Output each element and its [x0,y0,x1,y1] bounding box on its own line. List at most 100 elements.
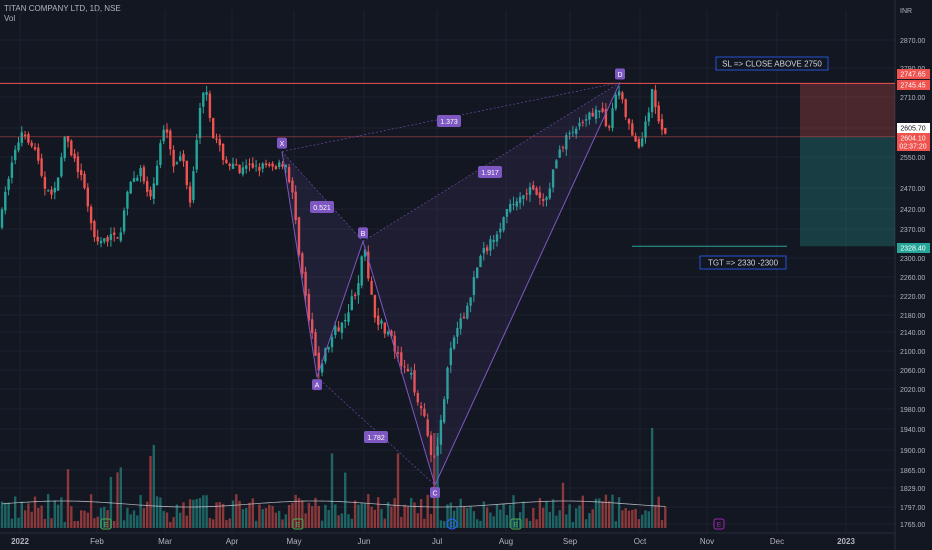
volume-bar [215,502,218,528]
candle-body [96,236,99,242]
volume-bar [14,496,17,528]
candle-body [360,256,363,286]
volume-bar [122,520,126,528]
candle-body [291,180,294,193]
candle-body [370,280,373,295]
candle-body [198,107,202,139]
volume-bar [522,501,525,528]
volume-bar [654,504,657,528]
candle-body [512,203,515,205]
candle-body [261,163,264,169]
volume-bar [545,501,548,528]
candle-body [344,319,347,322]
candle-body [10,162,14,178]
event-marker-box [446,518,458,530]
pattern-ratio-box [364,431,388,443]
candle-body [423,408,426,417]
volume-bar [634,508,637,528]
candle-body [103,238,106,242]
volume-bar [284,514,287,528]
candle-body [235,164,238,166]
candle-body [390,330,393,337]
volume-bar [489,512,492,528]
candle-body [416,393,419,403]
candle-body [393,335,396,352]
volume-bar [278,510,281,528]
candle-body [146,181,149,192]
volume-bar [47,494,50,528]
y-tick-label: 2420.00 [900,207,925,214]
candle-body [251,163,254,168]
candle-body [30,142,33,147]
pattern-point-b-box [358,227,368,239]
candle-body [347,312,350,322]
y-tick-label: 2100.00 [900,349,925,356]
volume-bar [466,508,469,528]
volume-bar [301,500,304,528]
volume-bar [231,500,235,528]
volume-bar [561,482,565,528]
volume-bar [386,501,390,528]
volume-bar [664,506,667,528]
candle-body [155,165,159,186]
volume-bar [179,512,182,528]
volume-bar [518,512,522,528]
candle-body [353,294,357,297]
pattern-point-b: B [361,231,366,238]
pattern-point-a: A [315,383,320,390]
candle-body [525,193,528,195]
symbol-title[interactable]: TITAN COMPANY LTD, 1D, NSE [4,4,121,13]
volume-bar [538,498,542,528]
candle-body [215,138,218,140]
volume-bar [109,476,113,528]
pattern-ratio-line [281,151,364,242]
candle-body [584,119,588,121]
candle-body [27,134,30,143]
stop-zone [800,83,895,137]
candle-body [268,163,271,166]
candle-body [532,185,535,190]
volume-bar [439,520,443,528]
volume-bar [126,507,129,528]
candle-body [66,135,70,142]
y-tick-label: 2140.00 [900,330,925,337]
pattern-ratio-box [478,166,502,178]
volume-bars [0,428,667,528]
volume-bar [165,512,169,528]
volume-bar [146,501,149,528]
candle-body [274,166,278,169]
x-tick-label: Aug [499,537,513,546]
candle-body [228,163,231,167]
volume-bar [568,504,571,528]
volume-bar [400,516,403,528]
candle-body [162,129,165,142]
volume-bar [264,508,268,528]
candle-body [469,297,472,306]
volume-bar [446,504,449,528]
candle-body [50,189,53,195]
pattern-point-c-box [430,487,440,498]
pattern-triangle-xab [282,151,363,378]
volume-bar [304,513,307,528]
event-marker-d: D [449,522,454,529]
y-tick-label: 2300.00 [900,256,925,263]
candle-body [63,136,66,158]
x-tick-label: Nov [700,537,714,546]
candle-body [446,367,449,400]
pattern-point-d: D [617,72,622,79]
candle-body [324,348,327,362]
candle-body [258,167,261,171]
volume-bar [4,502,7,528]
volume-bar [621,510,624,528]
candle-body [396,352,400,354]
x-tick-label: 2022 [11,537,29,546]
candle-body [86,187,89,207]
volume-bar [637,519,641,528]
volume-bar [459,498,462,528]
candle-body [568,133,571,135]
candle-body [152,183,155,199]
candle-body [169,130,172,150]
candle-body [278,162,281,167]
volume-bar [594,498,598,528]
